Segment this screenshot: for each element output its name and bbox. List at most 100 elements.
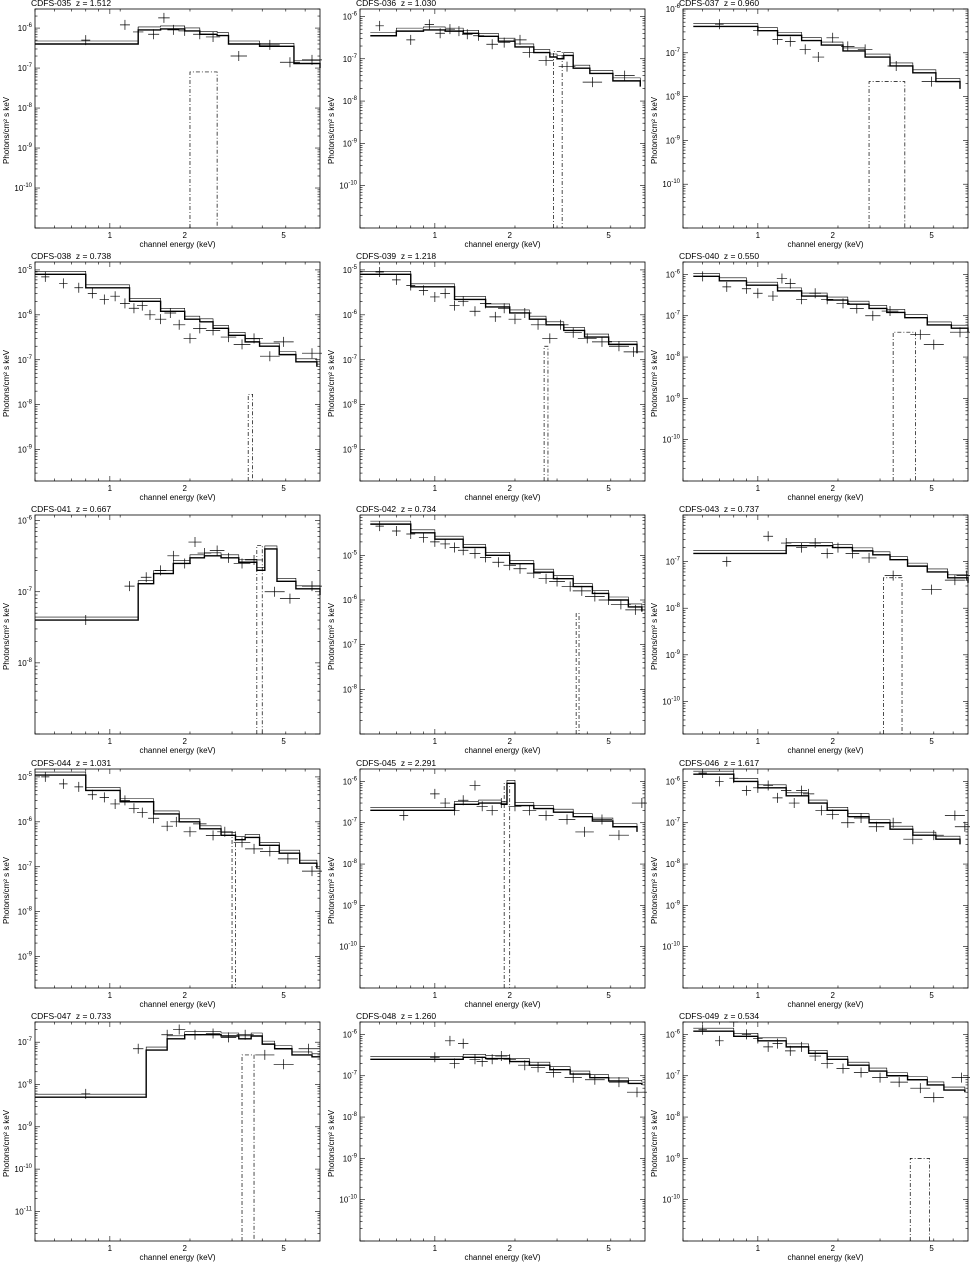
data-point bbox=[614, 70, 635, 81]
y-tick-label: 10-6 bbox=[343, 1029, 358, 1039]
y-tick-label: 10-9 bbox=[666, 1153, 681, 1163]
panel-title: CDFS-039 z = 1.218 bbox=[356, 251, 437, 261]
data-point bbox=[698, 1024, 707, 1035]
x-tick-label: 1 bbox=[756, 231, 761, 240]
x-axis-label: channel energy (keV) bbox=[787, 240, 864, 249]
data-point bbox=[457, 545, 469, 556]
data-point bbox=[561, 581, 579, 592]
panel-title: CDFS-048 z = 1.260 bbox=[356, 1011, 437, 1021]
y-axis-label: Photons/cm² s keV bbox=[650, 856, 659, 924]
x-axis-label: channel energy (keV) bbox=[139, 1253, 216, 1262]
data-point bbox=[530, 1062, 546, 1073]
line-component bbox=[189, 71, 218, 228]
y-tick-label: 10-7 bbox=[666, 818, 681, 828]
data-point bbox=[119, 298, 130, 309]
x-tick-label: 2 bbox=[182, 737, 187, 746]
y-tick-label: 10-7 bbox=[666, 48, 681, 58]
data-point bbox=[392, 274, 401, 285]
plot-frame bbox=[682, 514, 969, 735]
x-tick-label: 5 bbox=[606, 484, 611, 493]
data-point bbox=[722, 281, 732, 292]
data-point bbox=[809, 288, 821, 299]
continuum-curve bbox=[370, 780, 638, 829]
spectrum-plot: 1 2 5 10-10 10-9 10-8 10-7 10-6 bbox=[662, 1021, 970, 1253]
y-axis-label: Photons/cm² s keV bbox=[327, 1109, 336, 1177]
data-point bbox=[220, 1032, 237, 1043]
y-tick-label: 10-5 bbox=[343, 550, 358, 560]
x-tick-label: 5 bbox=[929, 231, 934, 240]
data-point bbox=[715, 19, 724, 30]
data-point bbox=[81, 615, 91, 626]
data-point bbox=[161, 821, 173, 832]
x-axis-label: channel energy (keV) bbox=[139, 746, 216, 755]
data-point bbox=[625, 604, 646, 615]
spectrum-panel: CDFS-049 z = 0.534 1 2 5 10-10 10-9 10-8 10-7 10… bbox=[648, 1011, 970, 1264]
data-point bbox=[245, 843, 263, 854]
x-tick-label: 5 bbox=[606, 737, 611, 746]
line-component bbox=[256, 544, 263, 734]
data-point bbox=[41, 271, 50, 282]
data-point bbox=[522, 805, 537, 816]
y-tick-label: 10-6 bbox=[343, 776, 358, 786]
spectrum-plot: 1 2 5 10-8 10-7 10-6 10-5 bbox=[343, 514, 646, 746]
data-point bbox=[136, 807, 148, 818]
x-tick-label: 5 bbox=[929, 991, 934, 1000]
y-tick-label: 10-8 bbox=[343, 859, 358, 869]
spectrum-panel: CDFS-045 z = 2.291 1 2 5 10-10 10-9 10-8 10-7 10… bbox=[325, 758, 647, 1011]
x-axis-label: channel energy (keV) bbox=[464, 1000, 541, 1009]
data-point bbox=[260, 39, 280, 50]
x-axis-label: channel energy (keV) bbox=[787, 1253, 864, 1262]
model-curve bbox=[35, 28, 321, 69]
y-tick-label: 10-6 bbox=[18, 817, 33, 827]
x-tick-label: 2 bbox=[507, 231, 512, 240]
data-point bbox=[923, 1092, 944, 1103]
data-point bbox=[128, 803, 140, 814]
y-axis-label: Photons/cm² s keV bbox=[327, 96, 336, 164]
data-point bbox=[74, 781, 84, 792]
data-point bbox=[598, 595, 619, 606]
data-point bbox=[279, 57, 300, 68]
y-tick-label: 10-7 bbox=[343, 54, 358, 64]
line-component bbox=[892, 331, 916, 481]
data-point bbox=[444, 24, 455, 35]
spectrum-panel: CDFS-037 z = 0.960 1 2 5 10-10 10-9 10-8 10-7 10… bbox=[648, 0, 970, 251]
data-point bbox=[861, 552, 877, 563]
line-component bbox=[868, 81, 906, 228]
line-component bbox=[553, 50, 563, 228]
y-axis-label: Photons/cm² s keV bbox=[2, 349, 11, 417]
data-point bbox=[136, 300, 148, 311]
data-point bbox=[558, 61, 576, 72]
y-tick-label: 10-8 bbox=[343, 1112, 358, 1122]
spectrum-panel: CDFS-040 z = 0.550 1 2 5 10-10 10-9 10-8 10-7 10… bbox=[648, 251, 970, 504]
y-tick-label: 10-7 bbox=[18, 862, 33, 872]
data-point bbox=[564, 1072, 582, 1083]
data-point bbox=[558, 814, 576, 825]
data-point bbox=[498, 303, 511, 314]
data-point bbox=[887, 60, 905, 71]
data-point bbox=[741, 283, 752, 294]
spectrum-panel: CDFS-036 z = 1.030 1 2 5 10-10 10-9 10-8 10-7 10… bbox=[325, 0, 647, 251]
data-point bbox=[476, 801, 488, 812]
data-point bbox=[193, 323, 207, 334]
line-component bbox=[575, 613, 580, 734]
y-tick-label: 10-10 bbox=[339, 1195, 357, 1205]
continuum-curve bbox=[693, 23, 961, 86]
data-point bbox=[486, 1054, 498, 1065]
y-tick-label: 10-5 bbox=[18, 265, 33, 275]
data-point bbox=[522, 47, 537, 58]
data-point bbox=[763, 780, 774, 791]
panel-title: CDFS-040 z = 0.550 bbox=[679, 251, 760, 261]
data-point bbox=[164, 307, 177, 318]
model-curve bbox=[370, 782, 638, 832]
x-tick-label: 5 bbox=[281, 484, 286, 493]
x-tick-label: 5 bbox=[929, 484, 934, 493]
spectrum-panel: CDFS-047 z = 0.733 1 2 5 10-11 10-10 10-9 10-8 1… bbox=[0, 1011, 322, 1264]
data-point bbox=[526, 568, 541, 579]
y-axis-label: Photons/cm² s keV bbox=[327, 349, 336, 417]
data-point bbox=[772, 792, 783, 803]
data-point bbox=[872, 1072, 888, 1083]
data-point bbox=[298, 1043, 319, 1054]
data-point bbox=[788, 798, 800, 809]
data-point bbox=[826, 32, 839, 43]
data-point bbox=[910, 329, 931, 340]
